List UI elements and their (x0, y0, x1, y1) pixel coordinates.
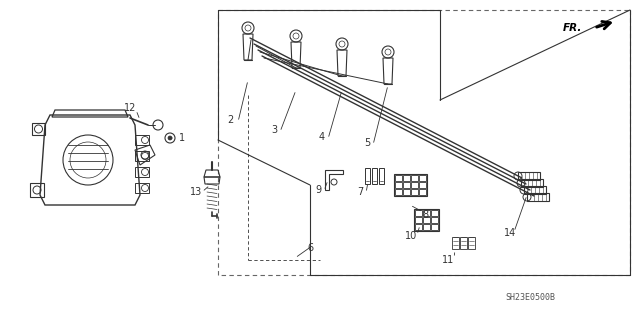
Text: FR.: FR. (563, 23, 582, 33)
Bar (403, 175, 410, 181)
Bar (415, 210, 422, 216)
Bar (411, 182, 418, 188)
Bar (431, 224, 438, 230)
Bar (415, 217, 422, 223)
Text: 8: 8 (422, 210, 428, 220)
Bar (423, 224, 430, 230)
Bar (415, 224, 422, 230)
Bar (395, 189, 402, 195)
Bar (135, 151, 149, 161)
Circle shape (168, 136, 172, 140)
Bar (135, 167, 149, 177)
Text: 3: 3 (271, 125, 277, 135)
Bar (135, 135, 149, 145)
Text: 5: 5 (364, 138, 370, 148)
Bar (395, 175, 402, 181)
Bar (431, 217, 438, 223)
Text: 12: 12 (124, 103, 136, 113)
Text: 14: 14 (504, 228, 516, 238)
Bar (411, 175, 418, 181)
Text: SH23E0500B: SH23E0500B (505, 293, 555, 302)
Text: 2: 2 (227, 115, 233, 125)
Bar (419, 175, 426, 181)
Bar (403, 189, 410, 195)
Bar (419, 189, 426, 195)
Bar (135, 183, 149, 193)
Bar (411, 189, 418, 195)
Text: 11: 11 (442, 255, 454, 265)
Bar (452, 237, 459, 249)
Text: 13: 13 (190, 187, 202, 197)
Bar (419, 182, 426, 188)
Bar (468, 237, 475, 249)
Bar (403, 182, 410, 188)
Text: 6: 6 (307, 243, 313, 253)
Bar (395, 182, 402, 188)
Text: 1: 1 (179, 133, 185, 143)
Text: 4: 4 (319, 132, 325, 142)
Text: 10: 10 (405, 231, 417, 241)
Bar (423, 210, 430, 216)
Text: 7: 7 (357, 187, 363, 197)
Bar (460, 237, 467, 249)
Bar (431, 210, 438, 216)
Bar (423, 217, 430, 223)
Text: 9: 9 (315, 185, 321, 195)
